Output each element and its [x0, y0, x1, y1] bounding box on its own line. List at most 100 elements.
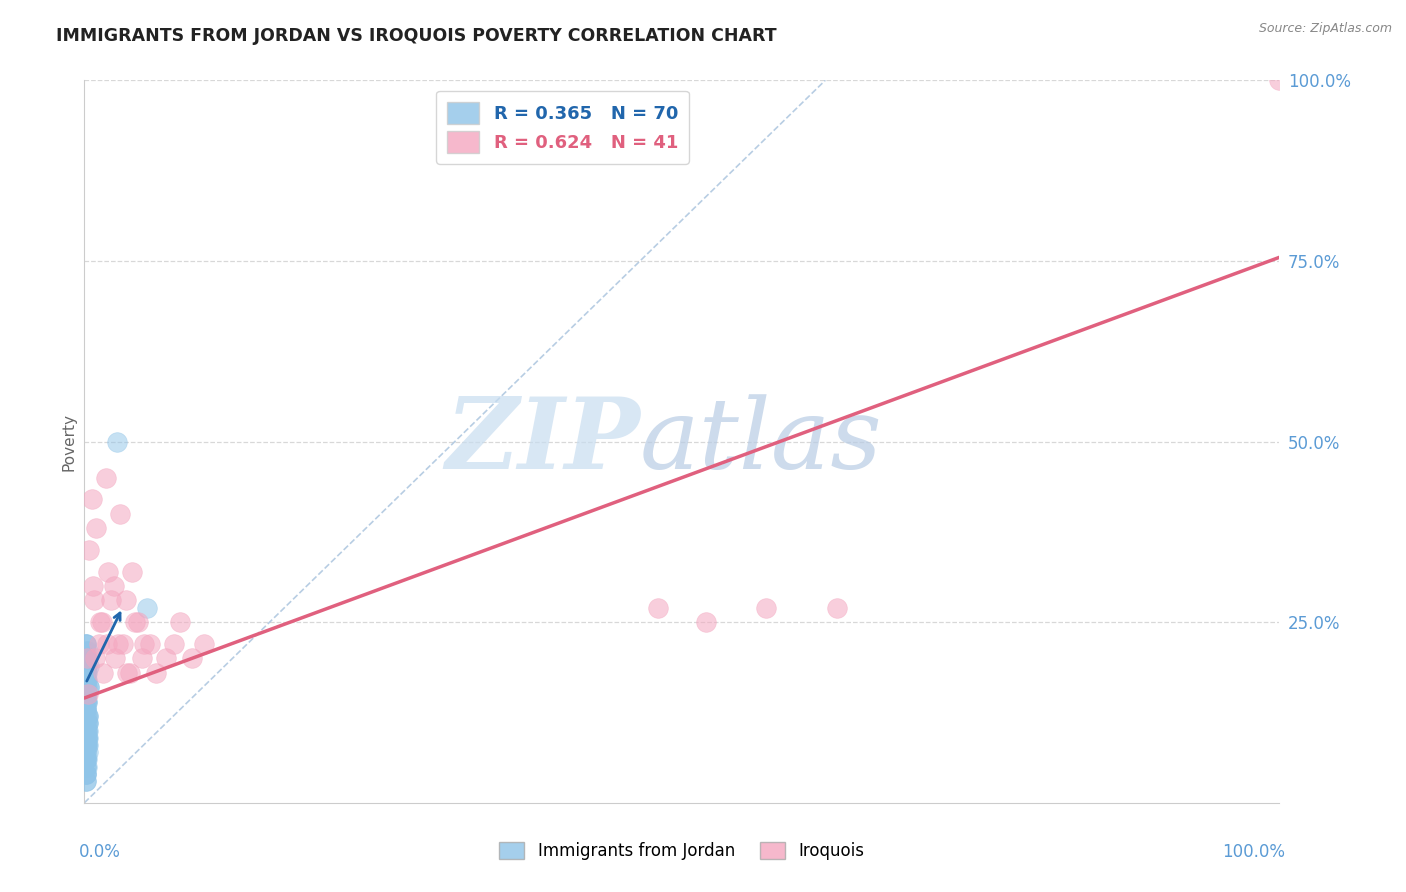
Point	[75, 687, 97, 701]
Point	[75, 680, 97, 694]
Text: atlas: atlas	[640, 394, 883, 489]
Point	[76, 658, 98, 673]
Text: ZIP: ZIP	[446, 393, 640, 490]
Point	[75, 752, 97, 766]
Point	[75, 723, 97, 738]
Point	[76, 680, 98, 694]
Point	[87, 637, 110, 651]
Point	[75, 695, 97, 709]
Point	[75, 637, 97, 651]
Point	[77, 716, 100, 731]
Text: 0.0%: 0.0%	[79, 843, 121, 861]
Point	[115, 593, 138, 607]
Point	[77, 731, 100, 745]
Text: IMMIGRANTS FROM JORDAN VS IROQUOIS POVERTY CORRELATION CHART: IMMIGRANTS FROM JORDAN VS IROQUOIS POVER…	[56, 27, 778, 45]
Y-axis label: Poverty: Poverty	[60, 412, 76, 471]
Point	[76, 738, 98, 752]
Point	[75, 702, 97, 716]
Point	[76, 695, 98, 709]
Point	[75, 673, 97, 687]
Point	[132, 637, 156, 651]
Point	[75, 637, 97, 651]
Point	[100, 593, 122, 607]
Point	[76, 673, 98, 687]
Point	[89, 615, 111, 630]
Point	[77, 709, 100, 723]
Point	[77, 745, 100, 759]
Point	[75, 651, 97, 665]
Point	[75, 673, 97, 687]
Point	[111, 637, 134, 651]
Point	[75, 709, 97, 723]
Point	[127, 615, 149, 630]
Point	[77, 738, 100, 752]
Point	[75, 752, 97, 766]
Point	[75, 760, 97, 774]
Text: 100.0%: 100.0%	[1222, 843, 1285, 861]
Point	[76, 709, 98, 723]
Text: Source: ZipAtlas.com: Source: ZipAtlas.com	[1258, 22, 1392, 36]
Point	[1268, 73, 1291, 87]
Point	[77, 680, 100, 694]
Point	[75, 637, 97, 651]
Point	[76, 716, 98, 731]
Point	[76, 731, 98, 745]
Point	[75, 738, 97, 752]
Point	[75, 716, 97, 731]
Point	[76, 665, 98, 680]
Point	[75, 752, 97, 766]
Point	[93, 665, 115, 680]
Point	[193, 637, 215, 651]
Point	[75, 644, 97, 658]
Point	[107, 637, 129, 651]
Point	[139, 637, 162, 651]
Point	[76, 731, 98, 745]
Point	[155, 651, 177, 665]
Point	[135, 600, 157, 615]
Point	[75, 702, 97, 716]
Point	[76, 752, 98, 766]
Point	[76, 695, 98, 709]
Point	[755, 600, 778, 615]
Point	[77, 687, 100, 701]
Point	[75, 687, 97, 701]
Point	[75, 658, 97, 673]
Point	[75, 774, 97, 789]
Point	[84, 651, 107, 665]
Point	[169, 615, 191, 630]
Point	[82, 579, 104, 593]
Point	[77, 680, 100, 694]
Point	[75, 687, 97, 701]
Point	[121, 565, 143, 579]
Point	[75, 651, 97, 665]
Point	[76, 738, 98, 752]
Point	[75, 702, 97, 716]
Point	[91, 615, 114, 630]
Point	[77, 723, 100, 738]
Point	[75, 745, 97, 759]
Point	[76, 760, 98, 774]
Point	[86, 521, 108, 535]
Point	[76, 723, 98, 738]
Point	[145, 665, 167, 680]
Point	[75, 738, 97, 752]
Point	[110, 507, 132, 521]
Point	[103, 579, 125, 593]
Point	[77, 709, 100, 723]
Point	[76, 687, 98, 701]
Point	[695, 615, 717, 630]
Point	[80, 492, 103, 507]
Point	[131, 651, 153, 665]
Point	[77, 716, 100, 731]
Point	[163, 637, 186, 651]
Point	[76, 731, 98, 745]
Point	[97, 565, 120, 579]
Point	[75, 767, 97, 781]
Point	[181, 651, 204, 665]
Point	[104, 651, 127, 665]
Point	[77, 658, 100, 673]
Point	[76, 723, 98, 738]
Point	[75, 695, 97, 709]
Point	[118, 665, 141, 680]
Point	[75, 767, 97, 781]
